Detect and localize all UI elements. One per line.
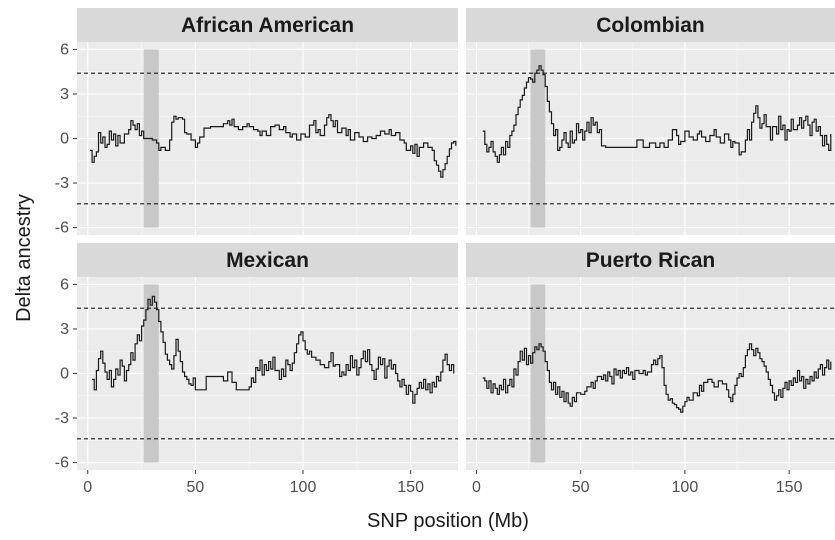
x-tick-label: 50 [572,479,590,496]
y-tick-label: -6 [55,220,69,237]
y-tick-label: 0 [60,366,69,383]
x-tick-label: 150 [397,479,424,496]
strip-mexican [77,243,458,277]
y-tick-label: 6 [60,41,69,58]
y-tick-label: 6 [60,276,69,293]
y-tick-label: -3 [55,410,69,427]
y-tick-label: 3 [60,86,69,103]
x-tick-label: 0 [83,479,92,496]
strip-colombian [466,8,835,42]
strip-puerto-rican [466,243,835,277]
highlight-region [143,284,159,463]
panel-puerto-rican: Puerto Rican [466,243,835,470]
series-line-african-american [89,114,457,178]
strip-african-american [77,8,458,42]
panel-colombian: Colombian [466,8,835,235]
panels-layer: African American Colombian Mexican Puerto R… [77,8,835,470]
x-tick-label: 100 [290,479,317,496]
highlight-region [530,49,546,228]
y-tick-label: -3 [55,175,69,192]
highlight-region [530,284,546,463]
strip-title-puerto-rican: Puerto Rican [586,249,716,272]
x-tick-label: 100 [672,479,699,496]
y-tick-label: 0 [60,131,69,148]
x-tick-label: 150 [776,479,803,496]
series-line-mexican [92,295,455,404]
x-tick-label: 0 [472,479,481,496]
panel-african-american: African American [77,8,458,235]
strip-title-mexican: Mexican [226,249,309,272]
series-line-colombian [482,65,832,163]
y-tick-label: 3 [60,321,69,338]
strip-title-african-american: African American [181,14,354,37]
strip-title-colombian: Colombian [596,14,705,37]
x-axis-title: SNP position (Mb) [367,510,529,532]
y-tick-label: -6 [55,455,69,472]
panel-mexican: Mexican [77,243,458,470]
series-line-puerto-rican [482,343,832,413]
axes-layer: -6 -3 0 3 6 -6 -3 0 3 6 0 50 100 150 0 50 100 150 [55,41,803,496]
x-tick-label: 50 [186,479,204,496]
y-axis-title: Delta ancestry [13,194,35,322]
